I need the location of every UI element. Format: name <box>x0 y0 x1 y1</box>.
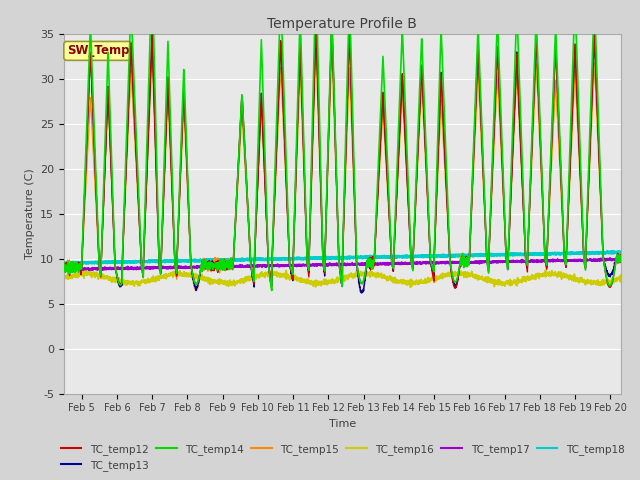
TC_temp18 <box>298 255 306 261</box>
TC_temp16 <box>406 285 414 290</box>
TC_temp12 <box>298 85 305 91</box>
TC_temp12 <box>60 266 68 272</box>
TC_temp12 <box>274 119 282 124</box>
Line: TC_temp15: TC_temp15 <box>64 48 621 292</box>
TC_temp16 <box>617 276 625 282</box>
TC_temp13 <box>617 258 625 264</box>
TC_temp17 <box>274 263 282 269</box>
Text: SW_Temp: SW_Temp <box>67 44 129 58</box>
TC_temp14 <box>124 105 131 111</box>
TC_temp15 <box>274 135 282 141</box>
Line: TC_temp13: TC_temp13 <box>64 22 621 293</box>
TC_temp14 <box>547 165 554 171</box>
TC_temp17 <box>298 262 306 268</box>
TC_temp15 <box>617 254 625 260</box>
TC_temp18 <box>546 251 554 257</box>
TC_temp13 <box>547 172 554 178</box>
TC_temp15 <box>606 272 614 277</box>
TC_temp13 <box>358 290 365 296</box>
TC_temp12 <box>312 19 320 24</box>
Line: TC_temp18: TC_temp18 <box>64 252 621 264</box>
TC_temp14 <box>157 271 164 277</box>
Line: TC_temp16: TC_temp16 <box>64 270 621 288</box>
TC_temp16 <box>157 275 164 280</box>
TC_temp18 <box>60 260 68 266</box>
TC_temp16 <box>606 280 614 286</box>
TC_temp13 <box>124 128 131 134</box>
TC_temp12 <box>157 268 164 274</box>
TC_temp15 <box>60 266 68 272</box>
TC_temp17 <box>546 258 554 264</box>
TC_temp13 <box>60 266 68 272</box>
TC_temp18 <box>609 249 616 254</box>
TC_temp15 <box>157 270 164 276</box>
TC_temp18 <box>606 249 614 255</box>
TC_temp12 <box>617 259 625 265</box>
Line: TC_temp12: TC_temp12 <box>64 22 621 288</box>
TC_temp12 <box>547 172 554 178</box>
TC_temp16 <box>547 269 554 275</box>
TC_temp17 <box>617 256 625 262</box>
TC_temp18 <box>157 259 164 264</box>
TC_temp13 <box>274 117 282 123</box>
Title: Temperature Profile B: Temperature Profile B <box>268 17 417 31</box>
TC_temp16 <box>60 273 68 279</box>
TC_temp15 <box>124 144 131 149</box>
TC_temp13 <box>606 274 614 280</box>
TC_temp13 <box>157 271 164 277</box>
TC_temp18 <box>65 261 73 267</box>
TC_temp14 <box>60 260 68 266</box>
TC_temp12 <box>451 285 459 291</box>
TC_temp17 <box>124 264 132 270</box>
Y-axis label: Temperature (C): Temperature (C) <box>24 168 35 259</box>
TC_temp13 <box>312 19 320 25</box>
TC_temp17 <box>157 264 164 270</box>
TC_temp17 <box>60 267 68 273</box>
TC_temp18 <box>274 256 282 262</box>
TC_temp16 <box>274 272 282 277</box>
TC_temp14 <box>298 77 306 83</box>
TC_temp16 <box>541 267 549 273</box>
TC_temp14 <box>274 79 282 84</box>
TC_temp12 <box>606 284 614 290</box>
TC_temp15 <box>298 106 305 112</box>
TC_temp17 <box>76 267 83 273</box>
TC_temp18 <box>124 259 132 265</box>
TC_temp15 <box>312 46 320 51</box>
Line: TC_temp17: TC_temp17 <box>64 258 621 270</box>
X-axis label: Time: Time <box>329 419 356 429</box>
Line: TC_temp14: TC_temp14 <box>64 0 621 290</box>
TC_temp12 <box>124 127 131 133</box>
TC_temp14 <box>268 288 276 293</box>
TC_temp14 <box>617 255 625 261</box>
TC_temp17 <box>617 255 625 261</box>
TC_temp18 <box>617 250 625 256</box>
Legend: TC_temp12, TC_temp13, TC_temp14, TC_temp15, TC_temp16, TC_temp17, TC_temp18: TC_temp12, TC_temp13, TC_temp14, TC_temp… <box>56 439 628 475</box>
TC_temp15 <box>547 186 554 192</box>
TC_temp16 <box>124 280 131 286</box>
TC_temp13 <box>298 84 305 90</box>
TC_temp15 <box>358 289 365 295</box>
TC_temp14 <box>606 283 614 288</box>
TC_temp16 <box>298 277 305 283</box>
TC_temp17 <box>606 257 614 263</box>
